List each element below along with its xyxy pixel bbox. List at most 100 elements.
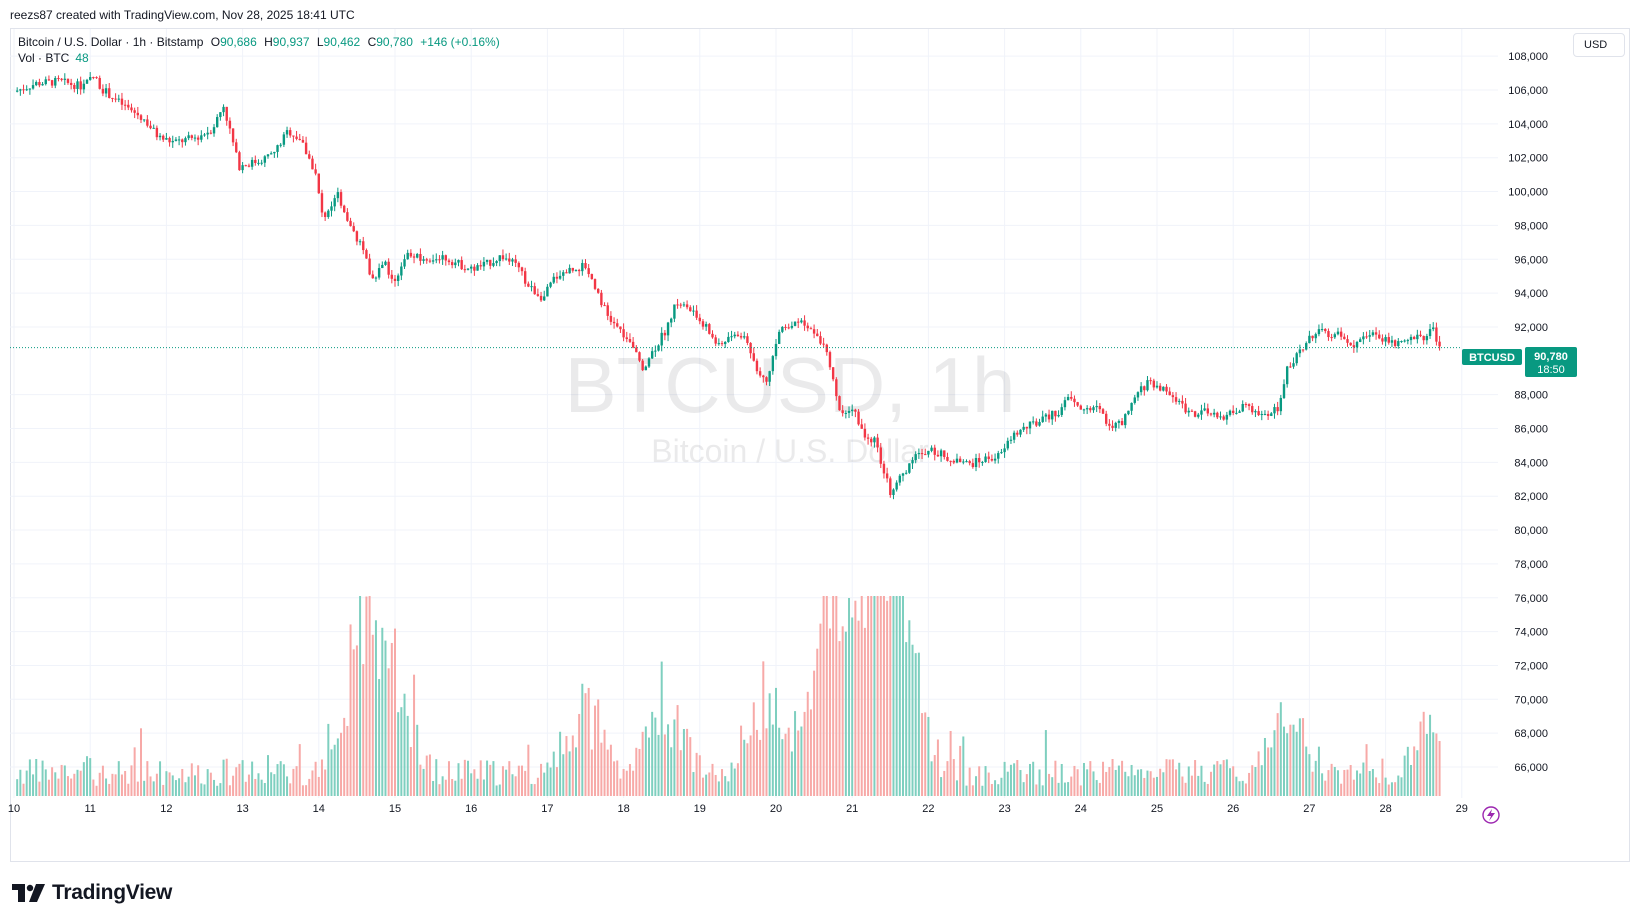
candle-body	[679, 304, 682, 306]
candle-body	[870, 438, 873, 443]
volume-bar	[889, 596, 892, 796]
volume-bar	[216, 785, 219, 796]
volume-bars	[16, 596, 1441, 796]
candle-body	[298, 138, 301, 140]
volume-bar	[352, 649, 355, 796]
candle-body	[47, 79, 51, 81]
candle-body	[489, 259, 492, 266]
candle-body	[1343, 336, 1346, 340]
candle-body	[92, 77, 95, 79]
candle-body	[1308, 335, 1311, 344]
volume-bar	[1067, 782, 1070, 796]
candle-body	[241, 165, 244, 171]
candle-body	[673, 304, 676, 319]
candle-body	[450, 262, 454, 266]
volume-bar	[1029, 763, 1031, 796]
candle-body	[200, 135, 203, 140]
volume-bar	[95, 785, 98, 796]
volume-bar	[384, 640, 387, 796]
price-tick-label: 88,000	[1514, 390, 1548, 402]
volume-bar	[1298, 718, 1301, 796]
volume-bar	[1136, 769, 1139, 796]
candle-body	[968, 461, 971, 464]
candle-body	[1025, 426, 1029, 429]
lightning-icon[interactable]	[1482, 806, 1500, 824]
candle-body	[895, 482, 898, 490]
volume-bar	[857, 620, 860, 796]
candle-body	[73, 84, 76, 89]
volume-bar	[1327, 770, 1330, 796]
volume-bar	[355, 645, 358, 796]
volume-bar	[1159, 768, 1162, 796]
candle-body	[739, 336, 743, 338]
volume-bar	[479, 760, 482, 796]
candle-body	[733, 334, 736, 337]
candle-body	[762, 375, 765, 378]
candle-body	[616, 323, 619, 327]
volume-label: Vol · BTC	[18, 51, 70, 65]
volume-bar	[1035, 784, 1038, 796]
volume-bar	[51, 767, 54, 796]
volume-bar	[1156, 776, 1158, 796]
currency-button[interactable]: USD	[1573, 33, 1625, 57]
candle-body	[212, 127, 216, 134]
volume-bar	[616, 760, 619, 796]
candle-body	[304, 142, 308, 155]
volume-bar	[117, 761, 120, 796]
candle-body	[250, 159, 254, 167]
candle-body	[209, 132, 213, 134]
candle-body	[66, 78, 70, 83]
volume-bar	[371, 634, 374, 796]
candle-body	[924, 454, 927, 456]
candle-body	[533, 286, 536, 295]
price-tick-label: 76,000	[1514, 593, 1548, 605]
volume-bar	[60, 764, 63, 796]
volume-bar	[711, 763, 714, 796]
volume-bar	[1108, 767, 1111, 796]
price-tick-label: 96,000	[1514, 254, 1548, 266]
candle-body	[235, 142, 238, 153]
candle-body	[381, 264, 384, 269]
candle-body	[225, 106, 228, 121]
volume-bar	[921, 713, 924, 796]
candle-body	[409, 252, 413, 257]
candle-body	[416, 253, 419, 258]
candle-body	[406, 252, 409, 260]
candle-body	[720, 343, 724, 345]
candle-body	[724, 341, 727, 345]
volume-bar	[428, 754, 431, 796]
candle-body	[1047, 414, 1051, 420]
candle-body	[1320, 328, 1324, 330]
volume-bar	[486, 760, 489, 796]
volume-bar	[41, 760, 44, 796]
candle-body	[660, 332, 663, 346]
candle-body	[85, 79, 89, 84]
volume-bar	[184, 782, 187, 796]
volume-bar	[727, 781, 730, 796]
candle-body	[670, 318, 673, 323]
candle-body	[857, 411, 860, 425]
candle-body	[1292, 363, 1295, 367]
volume-bar	[917, 652, 920, 796]
volume-bar	[1219, 764, 1222, 796]
volume-bar	[1251, 765, 1254, 796]
tradingview-logo[interactable]: TradingView	[12, 881, 172, 905]
candle-body	[1279, 397, 1283, 412]
volume-bar	[168, 772, 171, 796]
candle-body	[346, 212, 349, 221]
candle-body	[435, 259, 438, 261]
volume-bar	[362, 664, 365, 796]
volume-bar	[806, 691, 809, 796]
volume-bar	[1121, 760, 1124, 796]
candle-body	[1174, 397, 1178, 402]
volume-bar	[1349, 765, 1352, 796]
price-tick-label: 108,000	[1508, 51, 1548, 63]
volume-bar	[1375, 777, 1378, 796]
candle-body	[193, 137, 197, 139]
volume-bar	[273, 774, 276, 796]
volume-bar	[454, 780, 457, 796]
open-value: 90,686	[220, 35, 257, 49]
candle-body	[1289, 366, 1292, 368]
candle-body	[1232, 410, 1235, 413]
